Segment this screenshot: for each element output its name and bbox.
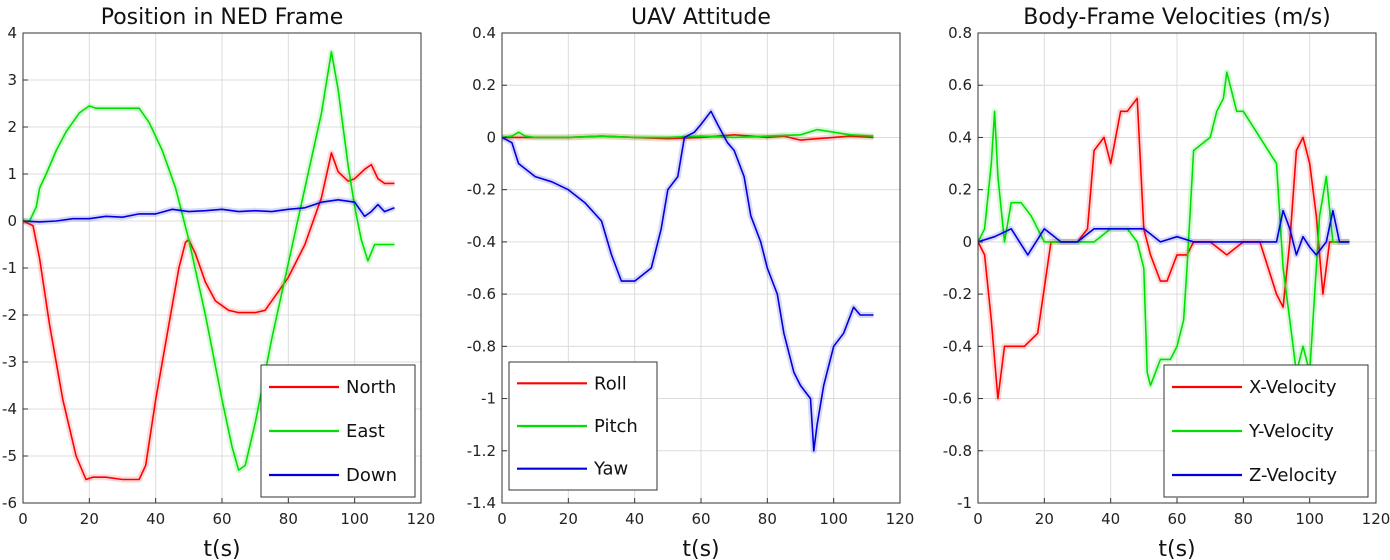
- x-tick-label: 40: [625, 510, 644, 528]
- y-tick-label: 2: [7, 118, 17, 136]
- y-tick-label: 0.8: [948, 24, 972, 42]
- y-tick-label: -0.6: [943, 390, 972, 408]
- chart-title: UAV Attitude: [631, 5, 771, 30]
- y-tick-label: -1: [2, 259, 17, 277]
- x-axis-label: t(s): [1158, 537, 1195, 560]
- legend-label-pitch: Pitch: [594, 416, 638, 437]
- x-tick-label: 60: [1167, 510, 1186, 528]
- x-tick-label: 20: [1035, 510, 1054, 528]
- legend-label-z-velocity: Z-Velocity: [1249, 465, 1337, 486]
- x-tick-label: 100: [819, 510, 848, 528]
- y-tick-label: -1: [957, 494, 972, 512]
- legend-label-yaw: Yaw: [593, 459, 628, 480]
- x-tick-label: 40: [146, 510, 165, 528]
- x-axis-label: t(s): [203, 537, 240, 560]
- y-tick-label: 1: [7, 165, 17, 183]
- chart-panel-1: 0 20 40 60 80 100 120 -6 -5 -4 -3 -2 -1 0 1 2 3 4 Position…: [2, 5, 435, 560]
- legend: X-Velocity Y-Velocity Z-Velocity: [1163, 364, 1369, 498]
- x-axis-label: t(s): [682, 537, 719, 560]
- chart-title: Position in NED Frame: [101, 5, 344, 30]
- legend-label-down: Down: [346, 465, 397, 486]
- series-line-pitch: [502, 128, 874, 139]
- x-tick-label: 120: [1362, 510, 1390, 528]
- series-line-yaw: [502, 110, 874, 452]
- y-tick-label: -4: [2, 400, 17, 418]
- x-tick-label: 20: [80, 510, 99, 528]
- y-tick-label: -0.8: [467, 337, 496, 355]
- x-tick-label: 80: [758, 510, 777, 528]
- y-tick-label: -1.4: [467, 494, 496, 512]
- x-tick-label: 0: [973, 510, 983, 528]
- y-tick-label: 0: [7, 212, 17, 230]
- legend-label-x-velocity: X-Velocity: [1249, 377, 1337, 398]
- y-tick-label: -0.2: [943, 285, 972, 303]
- chart-panel-3: 0 20 40 60 80 100 120 -1 -0.8 -0.6 -0.4 -0.2 0 0.2 0.4…: [943, 5, 1390, 560]
- x-tick-label: 0: [497, 510, 507, 528]
- y-tick-label: 0.4: [948, 128, 972, 146]
- chart-title: Body-Frame Velocities (m/s): [1023, 5, 1330, 30]
- x-tick-label: 120: [886, 510, 915, 528]
- chart-panel-2: 0 20 40 60 80 100 120 -1.4 -1.2 -1 -0.8 -0.6 -0.4 -0.…: [467, 5, 915, 560]
- series-group: [502, 108, 874, 454]
- y-tick-label: -0.6: [467, 285, 496, 303]
- series-line-east: [23, 50, 395, 471]
- y-tick-label: 0: [486, 128, 496, 146]
- legend-label-north: North: [346, 377, 396, 398]
- y-tick-label: -2: [2, 306, 17, 324]
- y-tick-label: 0.2: [948, 181, 972, 199]
- legend-label-roll: Roll: [594, 373, 627, 394]
- x-tick-label: 40: [1101, 510, 1120, 528]
- y-tick-label: -1: [481, 390, 496, 408]
- y-tick-label: -0.8: [943, 442, 972, 460]
- y-tick-label: -3: [2, 353, 17, 371]
- y-tick-label: -5: [2, 447, 17, 465]
- series-line-down: [23, 199, 395, 223]
- x-tick-label: 60: [691, 510, 710, 528]
- series-group: [978, 69, 1350, 402]
- x-tick-label: 120: [407, 510, 436, 528]
- series-line-x-velocity: [978, 97, 1350, 400]
- series-line-y-velocity: [978, 71, 1350, 387]
- y-tick-label: 4: [7, 24, 17, 42]
- series-line-z-velocity: [978, 209, 1350, 256]
- x-tick-label: 0: [18, 510, 28, 528]
- y-tick-label: 0: [962, 233, 972, 251]
- legend-label-east: East: [346, 421, 385, 442]
- y-tick-label: -0.2: [467, 181, 496, 199]
- x-tick-label: 60: [212, 510, 231, 528]
- y-tick-label: -6: [2, 494, 17, 512]
- x-tick-label: 20: [559, 510, 578, 528]
- series-group: [23, 48, 396, 483]
- y-tick-label: -1.2: [467, 442, 496, 460]
- x-tick-label: 100: [1295, 510, 1324, 528]
- x-tick-label: 80: [1234, 510, 1253, 528]
- legend-label-y-velocity: Y-Velocity: [1248, 421, 1334, 442]
- y-tick-label: 3: [7, 71, 17, 89]
- series-line-north: [23, 152, 395, 481]
- y-tick-label: 0.6: [948, 76, 972, 94]
- x-tick-label: 80: [279, 510, 298, 528]
- y-tick-label: -0.4: [467, 233, 496, 251]
- y-tick-label: 0.2: [472, 76, 496, 94]
- x-tick-label: 100: [340, 510, 369, 528]
- y-tick-label: -0.4: [943, 337, 972, 355]
- legend: Roll Pitch Yaw: [508, 361, 658, 491]
- y-tick-label: 0.4: [472, 24, 496, 42]
- legend: North East Down: [260, 364, 416, 498]
